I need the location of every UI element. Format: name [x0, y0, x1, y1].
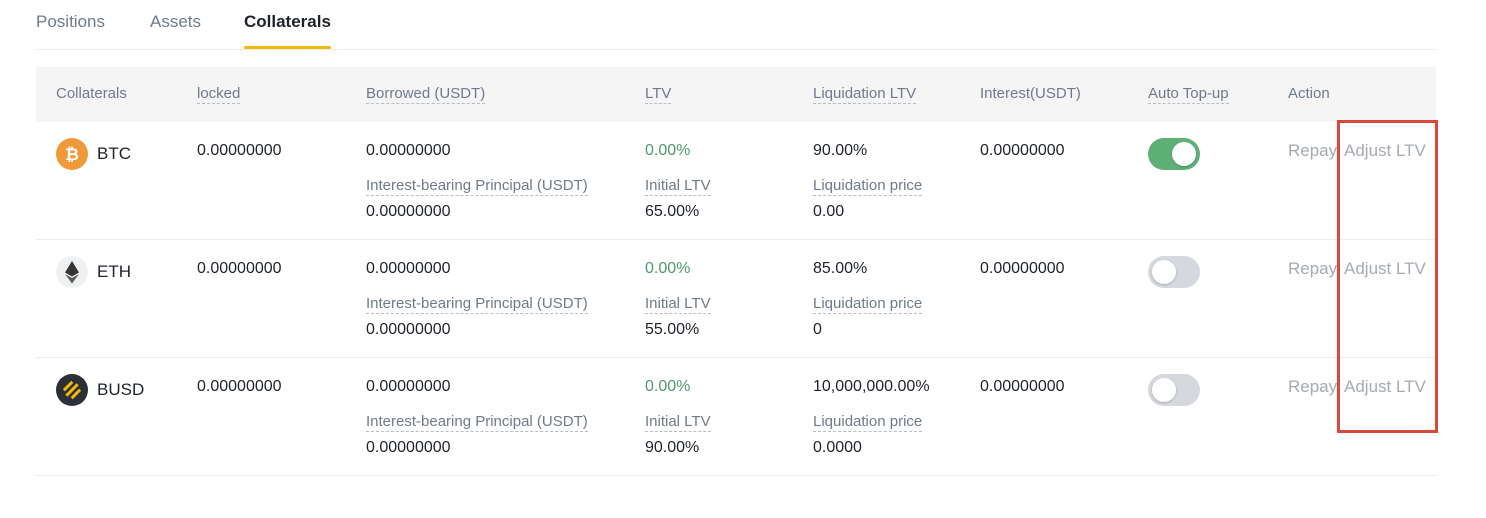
interest-value: 0.00000000 [980, 378, 1065, 395]
liquidation-price-label[interactable]: Liquidation price [813, 413, 923, 432]
header-ltv[interactable]: LTV [645, 85, 672, 104]
table-row-btc: ₿ BTC 0.00000000 0.00000000 Interest-bea… [36, 122, 1436, 240]
svg-text:₿: ₿ [65, 145, 79, 165]
repay-button[interactable]: Repay [1288, 141, 1338, 160]
toggle-knob [1152, 378, 1176, 402]
coin-name: ETH [97, 262, 131, 281]
header-borrowed[interactable]: Borrowed (USDT) [366, 85, 486, 104]
initial-ltv-label[interactable]: Initial LTV [645, 177, 711, 196]
tab-collaterals[interactable]: Collaterals [244, 12, 331, 31]
initial-ltv-value: 90.00% [645, 439, 700, 456]
liquidation-ltv-value: 85.00% [813, 260, 868, 277]
header-interest: Interest(USDT) [980, 85, 1081, 102]
header-action: Action [1288, 85, 1330, 102]
toggle-knob [1152, 260, 1176, 284]
btc-icon: ₿ [56, 138, 88, 170]
principal-value: 0.00000000 [366, 439, 451, 456]
locked-value: 0.00000000 [197, 378, 282, 395]
initial-ltv-value: 55.00% [645, 321, 700, 338]
principal-label[interactable]: Interest-bearing Principal (USDT) [366, 177, 588, 196]
active-tab-indicator [244, 46, 331, 49]
principal-label[interactable]: Interest-bearing Principal (USDT) [366, 413, 588, 432]
interest-value: 0.00000000 [980, 142, 1065, 159]
adjust-ltv-button[interactable]: Adjust LTV [1344, 141, 1426, 160]
liquidation-ltv-value: 10,000,000.00% [813, 378, 930, 395]
borrowed-value: 0.00000000 [366, 142, 451, 159]
busd-icon [56, 374, 88, 406]
interest-value: 0.00000000 [980, 260, 1065, 277]
adjust-ltv-button[interactable]: Adjust LTV [1344, 377, 1426, 396]
initial-ltv-value: 65.00% [645, 203, 700, 220]
ltv-value: 0.00% [645, 142, 691, 159]
principal-value: 0.00000000 [366, 203, 451, 220]
tab-assets[interactable]: Assets [150, 12, 202, 31]
header-collaterals: Collaterals [56, 85, 127, 102]
borrowed-value: 0.00000000 [366, 378, 451, 395]
coin-name: BTC [97, 144, 131, 163]
header-auto-topup[interactable]: Auto Top-up [1148, 85, 1229, 104]
eth-icon [56, 256, 88, 288]
header-locked[interactable]: locked [197, 85, 241, 104]
principal-label[interactable]: Interest-bearing Principal (USDT) [366, 295, 588, 314]
liquidation-price-value: 0.00 [813, 203, 845, 220]
repay-button[interactable]: Repay [1288, 259, 1338, 278]
table-header: Collaterals locked Borrowed (USDT) LTV L… [36, 67, 1436, 122]
locked-value: 0.00000000 [197, 260, 282, 277]
table-row-busd: BUSD 0.00000000 0.00000000 Interest-bear… [36, 358, 1436, 476]
initial-ltv-label[interactable]: Initial LTV [645, 295, 711, 314]
coin-name: BUSD [97, 380, 145, 399]
liquidation-price-label[interactable]: Liquidation price [813, 295, 923, 314]
principal-value: 0.00000000 [366, 321, 451, 338]
auto-topup-toggle[interactable] [1148, 256, 1200, 288]
auto-topup-toggle[interactable] [1148, 138, 1200, 170]
table-row-eth: ETH 0.00000000 0.00000000 Interest-beari… [36, 240, 1436, 358]
initial-ltv-label[interactable]: Initial LTV [645, 413, 711, 432]
liquidation-ltv-value: 90.00% [813, 142, 868, 159]
toggle-knob [1172, 142, 1196, 166]
auto-topup-toggle[interactable] [1148, 374, 1200, 406]
borrowed-value: 0.00000000 [366, 260, 451, 277]
liquidation-price-value: 0 [813, 321, 822, 338]
ltv-value: 0.00% [645, 378, 691, 395]
header-liquidation-ltv[interactable]: Liquidation LTV [813, 85, 917, 104]
highlight-box [1337, 120, 1438, 433]
tab-bar: Positions Assets Collaterals [36, 0, 1436, 50]
tab-positions[interactable]: Positions [36, 12, 105, 31]
liquidation-price-value: 0.0000 [813, 439, 862, 456]
ltv-value: 0.00% [645, 260, 691, 277]
repay-button[interactable]: Repay [1288, 377, 1338, 396]
liquidation-price-label[interactable]: Liquidation price [813, 177, 923, 196]
locked-value: 0.00000000 [197, 142, 282, 159]
adjust-ltv-button[interactable]: Adjust LTV [1344, 259, 1426, 278]
